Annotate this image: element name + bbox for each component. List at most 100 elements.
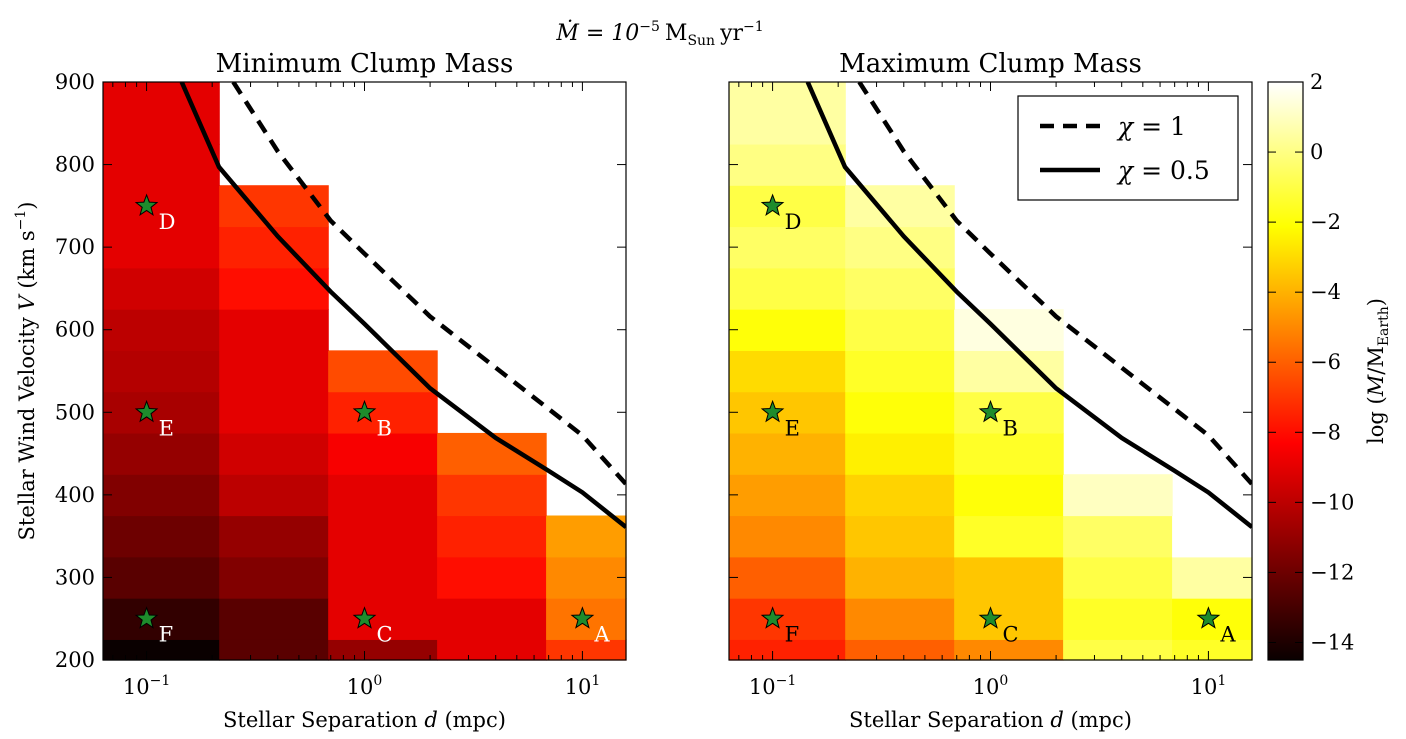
point-label-f: F (785, 623, 800, 647)
heatmap-cell (546, 515, 627, 558)
point-label-b: B (1002, 416, 1017, 440)
heatmap-cell (328, 432, 438, 475)
heatmap-cell (103, 82, 220, 145)
heatmap-cell (437, 474, 547, 517)
heatmap-cell (1172, 556, 1253, 599)
heatmap-cell (103, 391, 220, 434)
heatmap-cell (729, 185, 846, 228)
y-tick-label: 900 (55, 70, 95, 94)
point-label-e: E (785, 416, 800, 440)
heatmap-cell (219, 639, 329, 661)
heatmap-cell (845, 267, 955, 310)
point-label-b: B (376, 416, 391, 440)
heatmap-cell (219, 350, 329, 393)
heatmap-cell (1063, 556, 1173, 599)
heatmap-cell (103, 556, 220, 599)
heatmap-cell (845, 185, 955, 228)
colorbar-tick-label: −2 (1310, 210, 1341, 234)
colorbar-tick-label: −8 (1310, 420, 1341, 444)
heatmap-cell (103, 639, 220, 661)
colorbar-ticks: 2 0 −2 −4 −6 −8 −10 −12 −14 (1268, 70, 1354, 654)
point-star-d (760, 193, 785, 216)
point-star-c (978, 606, 1003, 629)
marked-points: D E F B C A (760, 193, 1236, 647)
point-star-a (570, 606, 595, 629)
point-label-e: E (159, 416, 174, 440)
x-axis-label: Stellar Separation d (mpc) (849, 708, 1132, 732)
heatmap-cell (437, 515, 547, 558)
legend: χ = 1 χ = 0.5 (1017, 95, 1239, 201)
heatmap-cell (437, 639, 547, 661)
heatmap-cell (103, 515, 220, 558)
heatmap-cell (954, 391, 1064, 434)
y-tick-label: 500 (55, 400, 95, 424)
heatmap-cell (219, 267, 329, 310)
heatmap-cell (954, 474, 1064, 517)
heatmap-cell (437, 598, 547, 640)
heatmap-cell (729, 82, 846, 145)
heatmap-cell (954, 432, 1064, 475)
heatmap-cell (328, 556, 438, 599)
heatmap-cell (328, 515, 438, 558)
colorbar-tick-label: −12 (1310, 560, 1354, 584)
point-label-d: D (785, 210, 802, 234)
heatmap-cell (954, 639, 1064, 661)
point-star-e (760, 399, 785, 423)
heatmap-cell (219, 556, 329, 599)
heatmap-cell (328, 391, 438, 434)
point-star-c (352, 606, 377, 629)
chi-0-5-curve (179, 82, 626, 529)
x-ticks: 10−1 100 101 (112, 82, 600, 699)
x-tick-label: 101 (1191, 673, 1227, 699)
point-star-b (352, 399, 377, 423)
heatmap-cell (1063, 515, 1173, 558)
heatmap-cell (954, 556, 1064, 599)
heatmap-cell (219, 309, 329, 351)
heatmap-cell (219, 185, 329, 228)
point-label-a: A (593, 623, 610, 647)
heatmap-cell (103, 267, 220, 310)
heatmap-cell (729, 350, 846, 393)
heatmap-cell (729, 267, 846, 310)
heatmap-cell (729, 474, 846, 517)
heatmap-cells (729, 82, 1253, 661)
colorbar: 2 0 −2 −4 −6 −8 −10 −12 −14 log (M/MEarth) (1267, 70, 1392, 661)
y-ticks (729, 81, 1252, 661)
heatmap-cell (729, 226, 846, 269)
x-ticks: 10−1 100 101 (738, 82, 1227, 699)
heatmap-cell (1063, 598, 1173, 640)
heatmap-cell (1172, 515, 1253, 558)
colorbar-tick-label: −10 (1310, 490, 1354, 514)
marked-points: D E F B C A (134, 193, 610, 647)
heatmap-cells (103, 82, 627, 661)
heatmap-cell (1172, 639, 1253, 661)
point-label-c: C (376, 623, 392, 647)
suptitle-mdot: Ṁ = 10 (555, 19, 639, 46)
heatmap-cell (219, 391, 329, 434)
chi-1-curve (857, 82, 1252, 486)
panel-title: Minimum Clump Mass (216, 49, 514, 79)
heatmap-cell (103, 598, 220, 640)
chi-1-curve (231, 82, 626, 486)
colorbar-tick-label: −6 (1310, 350, 1341, 374)
heatmap-cell (546, 556, 627, 599)
point-star-d (134, 193, 159, 216)
heatmap-cell (437, 432, 547, 475)
heatmap-cell (437, 556, 547, 599)
panel-maximum-clump-mass: D E F B C A 10−1 100 101 Maximum Clump Mass Ste… (728, 49, 1253, 732)
x-tick-label: 10−1 (749, 673, 796, 699)
heatmap-cell (845, 639, 955, 661)
y-tick-label: 700 (55, 235, 95, 259)
heatmap-cell (1063, 474, 1173, 517)
chi-0-5-curve (805, 82, 1252, 529)
panel-minimum-clump-mass: D E F B C A 10−1 100 101 200 300 400 500 600 700 800 9… (13, 49, 627, 732)
heatmap-cell (954, 350, 1064, 393)
heatmap-cell (328, 598, 438, 640)
heatmap-cell (103, 309, 220, 351)
heatmap-cell (328, 639, 438, 661)
heatmap-cell (219, 598, 329, 640)
legend-entry-label: χ = 1 (1116, 112, 1186, 141)
heatmap-cell (103, 350, 220, 393)
heatmap-cell (729, 598, 846, 640)
